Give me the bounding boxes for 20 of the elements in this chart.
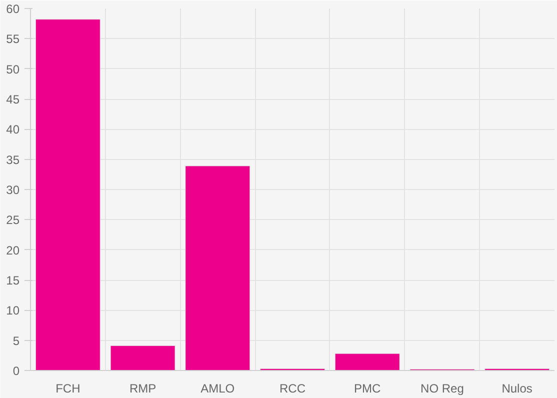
y-tick-label: 60 <box>6 2 20 16</box>
y-tick-label: 10 <box>6 304 20 318</box>
y-tick-label: 5 <box>12 334 20 348</box>
y-tick-label: 25 <box>6 213 20 228</box>
x-tick-label: AMLO <box>200 382 235 396</box>
y-tick-label: 0 <box>12 364 20 378</box>
x-tick-label: FCH <box>56 382 80 396</box>
y-tick-label: 35 <box>6 152 20 167</box>
y-tick-label: 45 <box>6 92 20 106</box>
x-tick-label: Nulos <box>502 382 532 396</box>
x-tick-label: RCC <box>280 382 306 396</box>
x-tick-label: NO Reg <box>420 382 464 396</box>
x-tick-label: RMP <box>129 382 156 396</box>
y-tick-label: 15 <box>6 274 20 288</box>
y-tick-label: 55 <box>6 32 20 46</box>
y-tick-label: 20 <box>6 243 20 258</box>
x-tick-label: PMC <box>354 382 382 396</box>
y-tick-label: 30 <box>6 183 20 197</box>
y-tick-label: 50 <box>6 62 20 76</box>
y-tick-label: 40 <box>6 122 20 137</box>
